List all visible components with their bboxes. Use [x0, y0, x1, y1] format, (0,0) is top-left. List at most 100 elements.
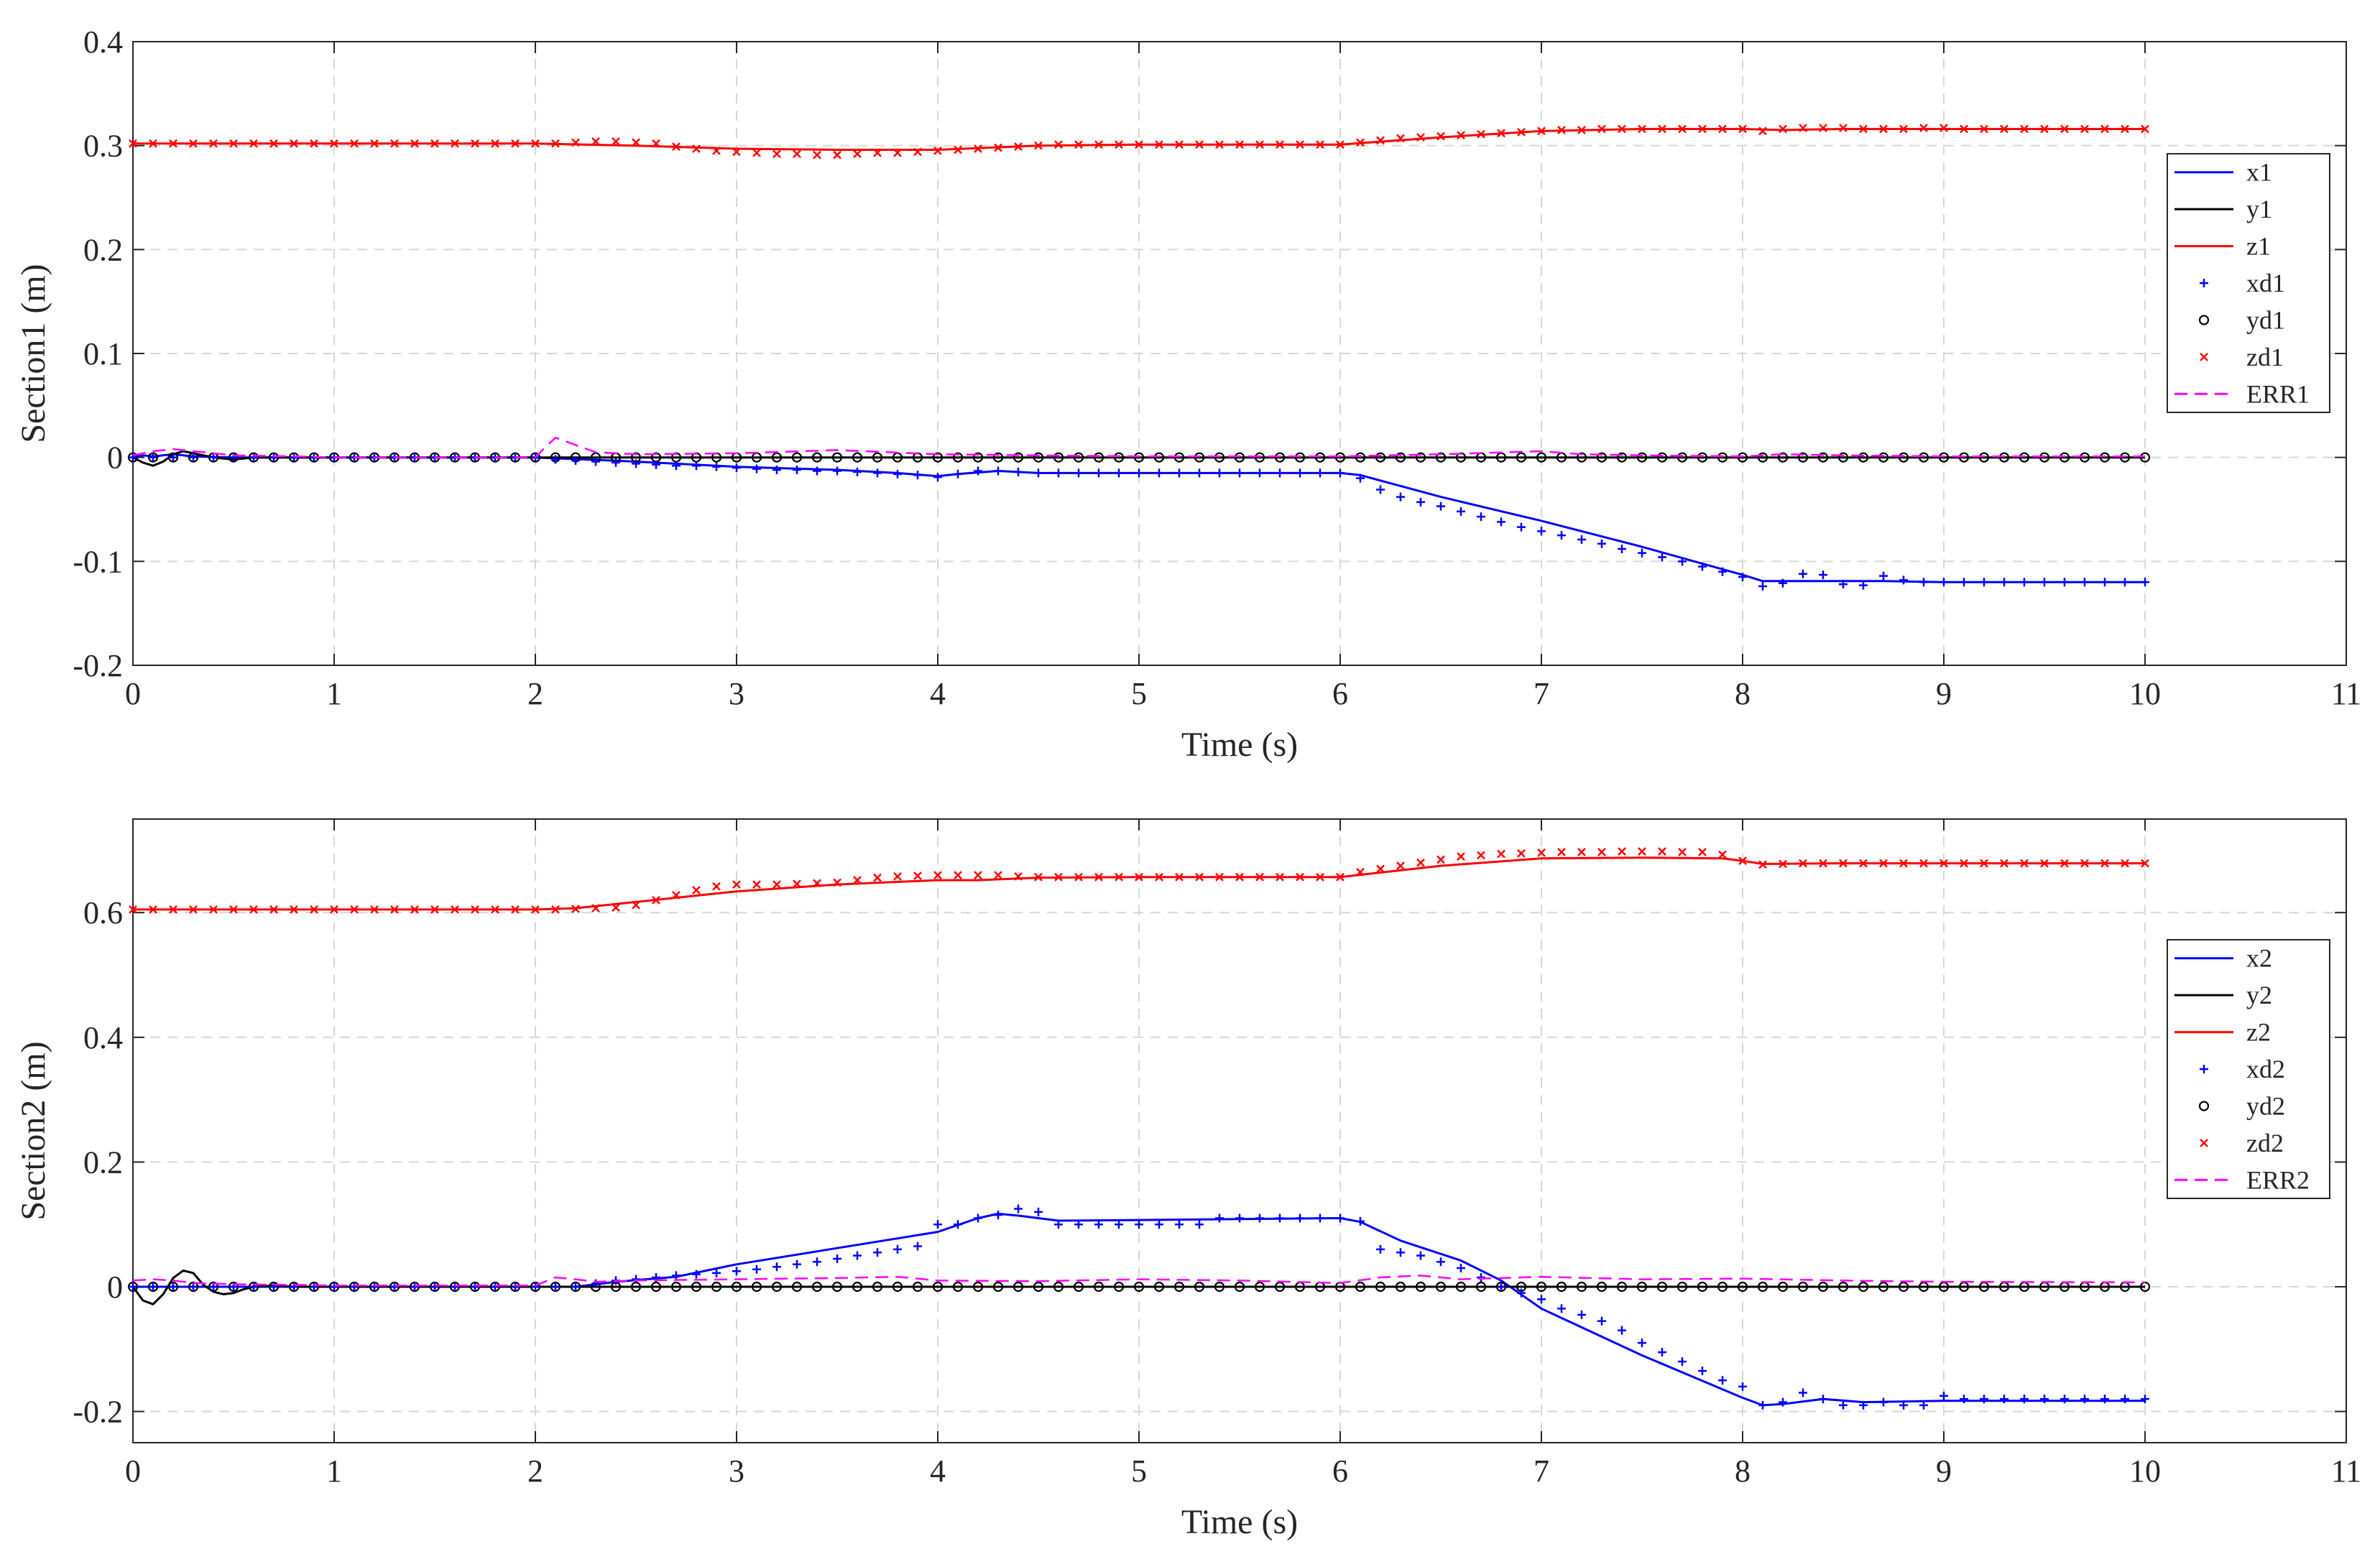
- yd1-point: [1355, 452, 1366, 463]
- xd2-point: [1497, 1282, 1505, 1291]
- x-tick-label: 3: [729, 1453, 744, 1489]
- zd2-point: [954, 871, 962, 880]
- zd2-point: [350, 905, 359, 914]
- xd2-point: [2020, 1395, 2029, 1404]
- zd2-point: [1960, 859, 1968, 868]
- xd1-point: [712, 462, 721, 471]
- xd2-point: [1517, 1288, 1526, 1298]
- zd2-point: [1638, 847, 1646, 856]
- xd2-point: [1718, 1376, 1727, 1385]
- zd2-point: [933, 871, 942, 880]
- zd2-point: [1819, 859, 1827, 868]
- zd1-point: [1939, 124, 1948, 132]
- xd1-point: [974, 466, 982, 476]
- xd1-point: [1457, 507, 1465, 516]
- xd1-point: [1014, 467, 1023, 476]
- zd2-point: [893, 871, 902, 881]
- x-tick-label: 4: [930, 676, 946, 711]
- zd1-point: [1436, 131, 1445, 141]
- xd2-point: [1436, 1257, 1445, 1267]
- yd2-point: [731, 1281, 742, 1293]
- zd1-point: [410, 139, 419, 148]
- legend-label: z2: [2246, 1018, 2271, 1047]
- yd2-point: [992, 1281, 1004, 1293]
- yd1-point: [1697, 452, 1708, 463]
- xd2-point: [1477, 1272, 1485, 1282]
- yd2-point: [1375, 1281, 1386, 1293]
- xd1-point: [1215, 468, 1224, 478]
- zd1-point: [793, 149, 801, 159]
- legend-swatch: [2198, 315, 2210, 325]
- xd2-point: [1155, 1220, 1163, 1229]
- yd1-point: [771, 452, 783, 463]
- yd1-point: [1214, 452, 1225, 463]
- yd1-point: [1958, 452, 1970, 463]
- xd2-point: [1799, 1388, 1807, 1397]
- zd1-point: [591, 137, 600, 146]
- xd1-point: [1235, 468, 1244, 478]
- xd2-point: [1074, 1220, 1083, 1229]
- zd2-point: [772, 880, 781, 889]
- ERR2-line: [132, 1275, 2146, 1287]
- yd1-point: [852, 452, 863, 463]
- x2-line: [133, 1212, 2145, 1407]
- yd1-point: [1797, 452, 1809, 463]
- yd1-point: [2059, 452, 2070, 463]
- zd1-point: [672, 142, 681, 151]
- zd2-point: [1094, 872, 1103, 882]
- zd2-point: [1980, 859, 1988, 868]
- xd2-point: [1235, 1213, 1244, 1223]
- zd2-point: [571, 905, 580, 913]
- zd1-point: [2100, 124, 2109, 134]
- zd1-point: [1074, 140, 1083, 149]
- xd2-point: [430, 1282, 439, 1291]
- zd1-point: [1980, 124, 1988, 134]
- zd1-point: [612, 137, 620, 146]
- zd1-point: [1597, 124, 1606, 134]
- legend-label: ERR1: [2246, 379, 2310, 408]
- yd1-point: [831, 452, 843, 463]
- zd2-point: [1436, 855, 1445, 864]
- yd1-point: [1898, 452, 1909, 463]
- zd2-point: [1457, 852, 1465, 861]
- xd2-point: [1416, 1251, 1425, 1260]
- yd1-point: [1858, 452, 1869, 463]
- zd2-point: [793, 879, 801, 889]
- x-tick-label: 10: [2129, 676, 2161, 711]
- zd2-point: [1537, 848, 1546, 857]
- yd1-point: [1918, 452, 1929, 463]
- x-tick-label: 9: [1936, 676, 1952, 711]
- zd1-point: [1517, 127, 1526, 137]
- xd1-point: [1436, 501, 1445, 511]
- zd1-point: [2141, 124, 2149, 134]
- xd1-point: [793, 466, 801, 475]
- yd1-point: [1153, 452, 1165, 463]
- zd1-point: [1296, 140, 1304, 149]
- legend-item-x2: x2: [2174, 944, 2272, 973]
- xd1-point: [1074, 468, 1083, 478]
- zd2-point: [1195, 872, 1204, 882]
- xd2-point: [752, 1264, 761, 1274]
- zd1-point: [1899, 124, 1908, 134]
- xd2-point: [1376, 1244, 1385, 1254]
- yd2-point: [1777, 1281, 1789, 1293]
- yd2-point: [1757, 1281, 1768, 1293]
- xd2-point: [451, 1282, 459, 1291]
- zd2-point: [410, 905, 419, 914]
- legend-label: y1: [2246, 195, 2272, 223]
- yd2-point: [751, 1281, 762, 1293]
- yd2-point: [1194, 1281, 1205, 1293]
- xd2-point: [974, 1213, 982, 1223]
- xd2-point: [471, 1282, 479, 1291]
- zd2-point: [712, 882, 721, 891]
- yd1-point: [1757, 452, 1768, 463]
- xd2-point: [772, 1262, 781, 1272]
- zd2-point: [430, 905, 439, 914]
- x-tick-label: 1: [326, 1453, 342, 1489]
- yd2-point: [1395, 1281, 1406, 1293]
- xd1-point: [1497, 517, 1505, 527]
- zd1-point: [310, 139, 318, 148]
- legend-item-zd1: zd1: [2200, 343, 2284, 371]
- legend-label: ERR2: [2246, 1165, 2310, 1194]
- zd2-point: [471, 905, 479, 914]
